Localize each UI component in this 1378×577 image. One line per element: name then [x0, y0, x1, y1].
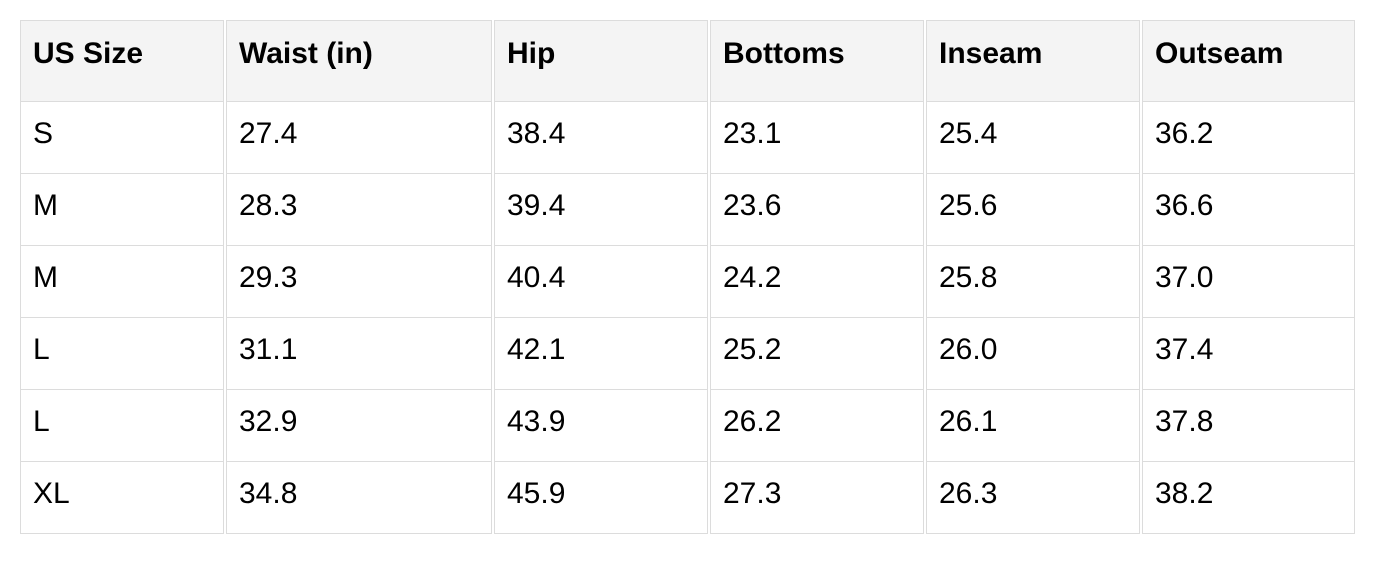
measurement-cell: 23.1	[710, 102, 924, 174]
measurement-cell: 27.3	[710, 462, 924, 534]
measurement-cell: 40.4	[494, 246, 708, 318]
column-header-bottoms: Bottoms	[710, 20, 924, 102]
table-row: XL 34.8 45.9 27.3 26.3 38.2	[20, 462, 1355, 534]
measurement-cell: 24.2	[710, 246, 924, 318]
table-row: S 27.4 38.4 23.1 25.4 36.2	[20, 102, 1355, 174]
measurement-cell: 25.4	[926, 102, 1140, 174]
measurement-cell: 26.3	[926, 462, 1140, 534]
size-cell: L	[20, 390, 224, 462]
size-cell: L	[20, 318, 224, 390]
size-cell: XL	[20, 462, 224, 534]
measurement-cell: 25.2	[710, 318, 924, 390]
measurement-cell: 34.8	[226, 462, 492, 534]
measurement-cell: 25.6	[926, 174, 1140, 246]
table-body: S 27.4 38.4 23.1 25.4 36.2 M 28.3 39.4 23.6 25.6 36…	[20, 102, 1355, 534]
measurement-cell: 31.1	[226, 318, 492, 390]
column-header-outseam: Outseam	[1142, 20, 1355, 102]
size-cell: M	[20, 246, 224, 318]
measurement-cell: 45.9	[494, 462, 708, 534]
header-row: US Size Waist (in) Hip Bottoms Inseam Outseam	[20, 20, 1355, 102]
measurement-cell: 29.3	[226, 246, 492, 318]
measurement-cell: 26.1	[926, 390, 1140, 462]
measurement-cell: 26.0	[926, 318, 1140, 390]
size-chart-table: US Size Waist (in) Hip Bottoms Inseam Outseam…	[18, 20, 1357, 534]
column-header-hip: Hip	[494, 20, 708, 102]
measurement-cell: 27.4	[226, 102, 492, 174]
measurement-cell: 23.6	[710, 174, 924, 246]
measurement-cell: 37.8	[1142, 390, 1355, 462]
column-header-us-size: US Size	[20, 20, 224, 102]
measurement-cell: 26.2	[710, 390, 924, 462]
column-header-inseam: Inseam	[926, 20, 1140, 102]
measurement-cell: 37.0	[1142, 246, 1355, 318]
size-cell: M	[20, 174, 224, 246]
measurement-cell: 43.9	[494, 390, 708, 462]
page: US Size Waist (in) Hip Bottoms Inseam Outseam…	[0, 20, 1378, 577]
measurement-cell: 28.3	[226, 174, 492, 246]
size-cell: S	[20, 102, 224, 174]
table-row: M 29.3 40.4 24.2 25.8 37.0	[20, 246, 1355, 318]
measurement-cell: 36.6	[1142, 174, 1355, 246]
measurement-cell: 39.4	[494, 174, 708, 246]
measurement-cell: 38.4	[494, 102, 708, 174]
measurement-cell: 38.2	[1142, 462, 1355, 534]
table-row: M 28.3 39.4 23.6 25.6 36.6	[20, 174, 1355, 246]
measurement-cell: 37.4	[1142, 318, 1355, 390]
table-row: L 31.1 42.1 25.2 26.0 37.4	[20, 318, 1355, 390]
measurement-cell: 32.9	[226, 390, 492, 462]
table-row: L 32.9 43.9 26.2 26.1 37.8	[20, 390, 1355, 462]
table-header: US Size Waist (in) Hip Bottoms Inseam Outseam	[20, 20, 1355, 102]
measurement-cell: 42.1	[494, 318, 708, 390]
measurement-cell: 36.2	[1142, 102, 1355, 174]
column-header-waist-in: Waist (in)	[226, 20, 492, 102]
measurement-cell: 25.8	[926, 246, 1140, 318]
